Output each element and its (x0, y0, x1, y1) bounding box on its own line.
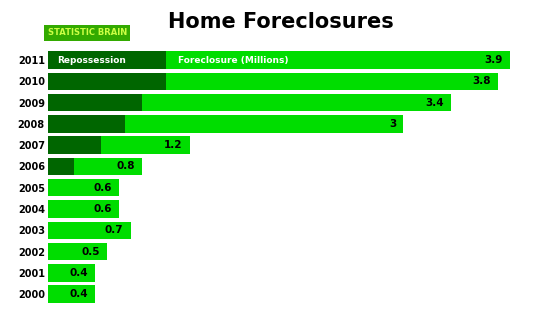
Bar (48, 94, 451, 111)
Text: 0.5: 0.5 (81, 246, 100, 256)
Bar (48, 94, 142, 111)
Text: 0.8: 0.8 (117, 161, 136, 171)
Text: STATISTIC BRAIN: STATISTIC BRAIN (48, 28, 127, 37)
Bar (48, 136, 101, 154)
Text: 3.8: 3.8 (473, 76, 491, 86)
Bar (48, 285, 95, 303)
Bar (48, 115, 125, 133)
Text: Repossession: Repossession (57, 56, 126, 65)
Text: 0.6: 0.6 (93, 183, 111, 193)
Bar (48, 115, 403, 133)
Bar (48, 158, 74, 175)
Text: 0.4: 0.4 (69, 289, 88, 299)
Text: 3.4: 3.4 (425, 98, 444, 108)
Bar (48, 179, 119, 197)
Bar (48, 51, 510, 69)
Text: Home Foreclosures: Home Foreclosures (168, 12, 394, 32)
Text: Foreclosure (Millions): Foreclosure (Millions) (178, 56, 288, 65)
Text: 3.9: 3.9 (484, 55, 503, 65)
Bar (48, 200, 119, 218)
Text: 1.2: 1.2 (164, 140, 183, 150)
Bar (48, 136, 190, 154)
Text: 0.6: 0.6 (93, 204, 111, 214)
Text: 0.4: 0.4 (69, 268, 88, 278)
Bar (48, 73, 166, 90)
Text: 3: 3 (389, 119, 396, 129)
Bar (48, 51, 166, 69)
Bar (48, 73, 498, 90)
Bar (48, 264, 95, 281)
Bar (48, 158, 142, 175)
Bar (48, 222, 130, 239)
Text: 0.7: 0.7 (105, 225, 124, 235)
Bar (48, 243, 107, 260)
